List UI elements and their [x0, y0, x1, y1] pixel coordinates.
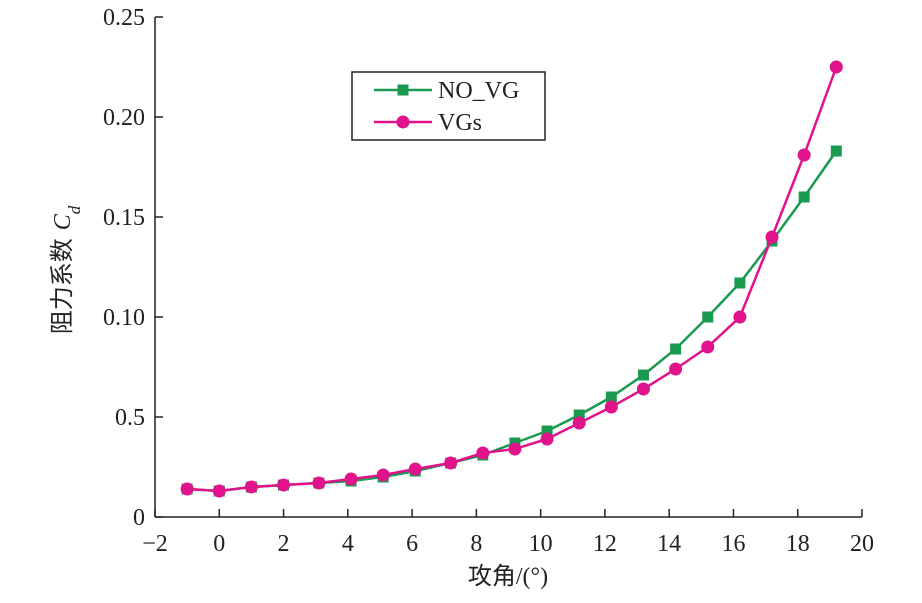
- data-point: [244, 480, 258, 494]
- data-point: [540, 432, 554, 446]
- data-point: [572, 416, 586, 430]
- data-point: [701, 340, 715, 354]
- data-point: [508, 442, 522, 456]
- data-point: [765, 230, 779, 244]
- y-axis-label: 阻力系数 Cd: [49, 205, 84, 334]
- y-tick-label: 0.10: [103, 305, 145, 331]
- y-label-text: 阻力系数: [49, 238, 76, 334]
- x-tick-label: 6: [406, 531, 418, 557]
- legend-label: VGs: [438, 110, 482, 136]
- x-tick-label: 2: [278, 531, 290, 557]
- data-point: [212, 484, 226, 498]
- data-point: [830, 145, 842, 157]
- y-label-symbol: C: [50, 213, 76, 230]
- data-point: [408, 462, 422, 476]
- data-point: [312, 476, 326, 490]
- data-point: [670, 343, 682, 355]
- y-tick-label: 0.20: [103, 105, 145, 131]
- data-point: [702, 311, 714, 323]
- legend-marker: [397, 84, 409, 96]
- x-tick-label: 12: [593, 531, 617, 557]
- data-point: [829, 60, 843, 74]
- data-point: [344, 472, 358, 486]
- data-point: [637, 369, 649, 381]
- x-tick-label: 0: [213, 531, 225, 557]
- x-tick-label: 18: [786, 531, 810, 557]
- x-axis-label: 攻角/(°): [468, 563, 548, 590]
- data-point: [798, 191, 810, 203]
- data-point: [376, 468, 390, 482]
- y-tick-label: 0.15: [103, 205, 145, 231]
- data-point: [733, 310, 747, 324]
- x-tick-label: 8: [470, 531, 482, 557]
- data-point: [797, 148, 811, 162]
- x-tick-label: 14: [657, 531, 681, 557]
- data-point: [476, 446, 490, 460]
- x-tick-label: 4: [342, 531, 354, 557]
- data-point: [734, 277, 746, 289]
- y-tick-label: 0.5: [115, 405, 145, 431]
- data-point: [541, 425, 553, 437]
- x-tick-label: 10: [529, 531, 553, 557]
- data-point: [669, 362, 683, 376]
- legend-label: NO_VG: [438, 78, 519, 104]
- data-point: [636, 382, 650, 396]
- x-tick-label: 16: [721, 531, 745, 557]
- data-point: [277, 478, 291, 492]
- x-tick-label: 20: [850, 531, 874, 557]
- data-point: [444, 456, 458, 470]
- y-label-subscript: d: [65, 205, 84, 214]
- y-tick-label: 0: [133, 505, 145, 531]
- legend-marker: [396, 115, 410, 129]
- data-point: [573, 409, 585, 421]
- legend-box: [351, 71, 546, 141]
- data-point: [605, 391, 617, 403]
- data-point: [180, 482, 194, 496]
- x-tick-label: −2: [142, 531, 168, 557]
- data-point: [604, 400, 618, 414]
- y-tick-label: 0.25: [103, 5, 145, 31]
